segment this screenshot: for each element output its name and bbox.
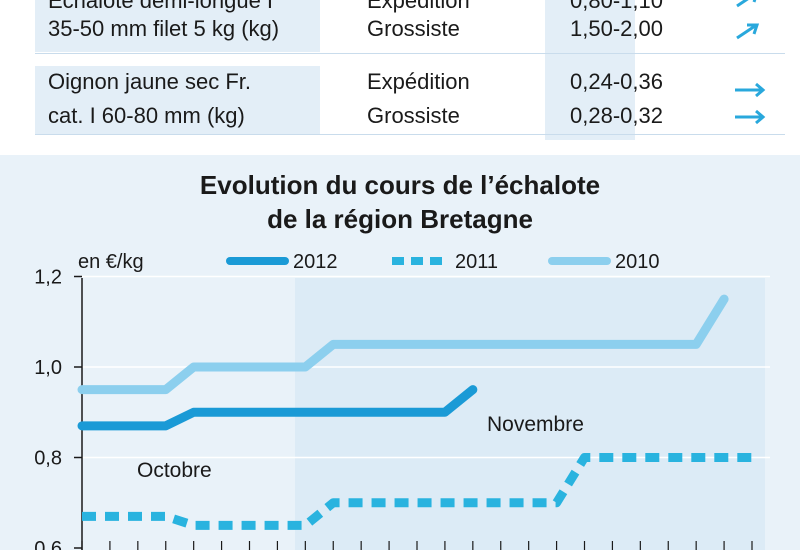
table-bottom-border: [35, 134, 785, 135]
row-1-market-line2: Grossiste: [367, 16, 460, 41]
series-line-2012: [77, 385, 478, 431]
row-2-price-line2: 0,28-0,32: [570, 103, 663, 128]
row-1-name-line1: Echalote demi-longue I: [48, 0, 274, 13]
row-2-market-line2: Grossiste: [367, 103, 460, 128]
series-lines: [77, 294, 752, 530]
trend-right-arrow-icon: [735, 109, 766, 125]
y-tick-label: 1,0: [34, 357, 62, 379]
legend-label-2012: 2012: [293, 251, 338, 273]
period-label-november: Novembre: [487, 413, 584, 436]
row-2-name-bg: [35, 66, 320, 134]
y-tick-label: 1,2: [34, 267, 62, 289]
chart-title-line1: Evolution du cours de l’échalote: [199, 170, 601, 200]
trend-up-arrow-icon: [736, 23, 760, 40]
y-axis: 0,6 0,8 1,0 1,2: [34, 267, 753, 550]
row-2-price-line1: 0,24-0,36: [570, 69, 663, 94]
y-tick-label: 0,8: [34, 448, 62, 470]
legend: 2012 2011 2010: [226, 251, 660, 273]
y-tick-label: 0,6: [34, 538, 62, 550]
price-column-bg: [545, 0, 635, 140]
row-separator: [35, 53, 785, 54]
chart-title-line2: de la région Bretagne: [267, 204, 533, 234]
row-1-market-line1: Expédition: [367, 0, 470, 13]
trend-up-arrow-icon: [736, 0, 757, 8]
legend-label-2011: 2011: [455, 251, 498, 273]
row-1-price-line1: 0,80-1,10: [570, 0, 663, 13]
legend-label-2010: 2010: [615, 251, 660, 273]
y-axis-unit-label: en €/kg: [78, 251, 144, 273]
period-label-october: Octobre: [137, 459, 212, 482]
series-line-2011: [82, 453, 752, 530]
trend-arrows: [735, 0, 766, 125]
trend-right-arrow-icon: [735, 82, 766, 98]
row-2-market-line1: Expédition: [367, 69, 470, 94]
row-1-name-bg: [35, 0, 320, 52]
row-2-name-line1: Oignon jaune sec Fr.: [48, 69, 252, 94]
series-line-2010: [77, 294, 729, 395]
row-2-name-line2: cat. I 60-80 mm (kg): [48, 103, 245, 128]
row-1-price-line2: 1,50-2,00: [570, 16, 663, 41]
row-1-name-line2: 35-50 mm filet 5 kg (kg): [48, 16, 280, 41]
